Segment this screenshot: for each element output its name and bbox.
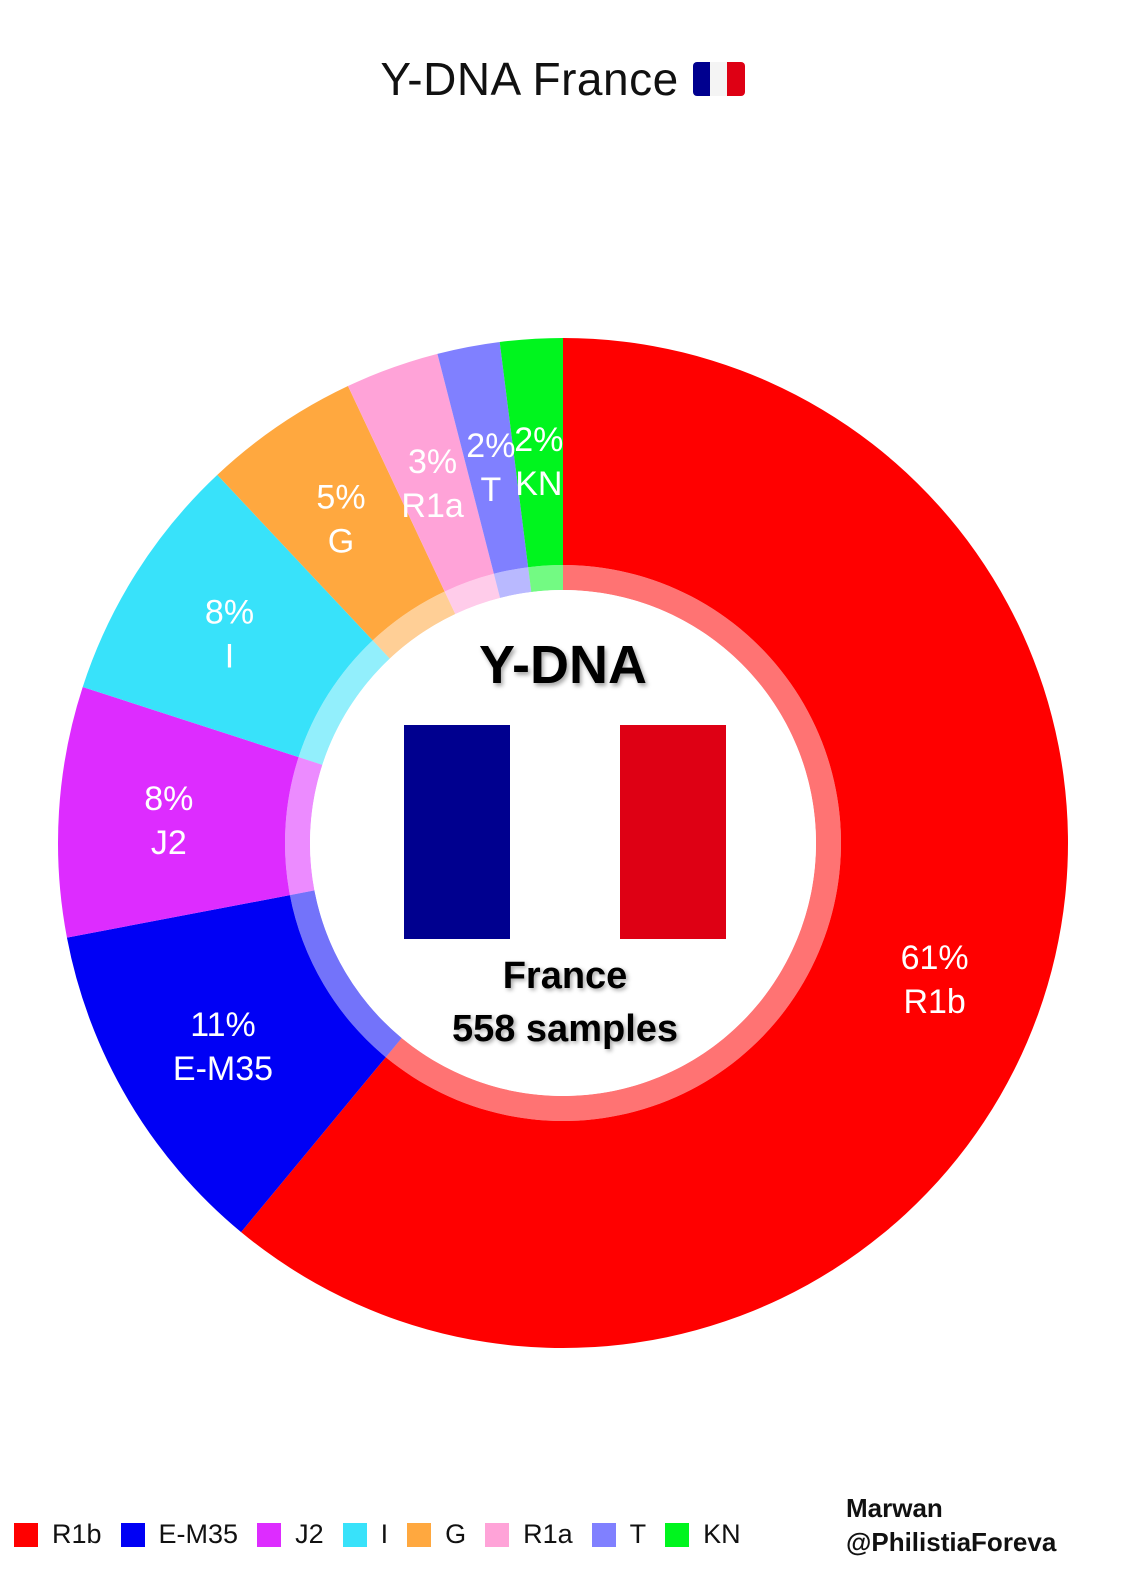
legend-item-j2: J2 — [257, 1519, 324, 1550]
slice-kn — [499, 338, 563, 568]
slice-label-e-m35: 11% E-M35 — [173, 1006, 273, 1088]
slice-category-i: I — [225, 637, 234, 675]
credit-name: Marwan — [846, 1493, 943, 1523]
legend-item-e-m35: E-M35 — [120, 1519, 239, 1550]
slice-label-j2: 8% J2 — [144, 780, 193, 862]
slice-t — [437, 341, 529, 574]
slice-e-m35 — [66, 895, 386, 1233]
legend-label-g: G — [445, 1519, 467, 1549]
slice-r1a — [347, 353, 494, 592]
legend-item-r1b: R1b — [14, 1519, 102, 1550]
center-country: France — [503, 955, 628, 997]
slice-category-g: G — [328, 522, 354, 560]
legend-swatch-e-m35 — [120, 1522, 145, 1547]
legend-swatch-kn — [665, 1522, 690, 1547]
legend-swatch-j2 — [257, 1522, 282, 1547]
slice-label-r1a: 3% R1a — [401, 443, 463, 525]
legend-item-kn: KN — [665, 1519, 741, 1550]
center-heading: Y-DNA — [479, 635, 647, 695]
legend-label-r1a: R1a — [523, 1519, 573, 1549]
slice-label-t: 2% T — [466, 427, 515, 509]
slice-value-r1a: 3% — [408, 443, 457, 481]
ring-j2 — [284, 757, 323, 896]
title-text: Y-DNA France — [380, 53, 679, 105]
slice-value-i: 8% — [205, 593, 254, 631]
slice-label-g: 5% G — [316, 478, 365, 560]
legend-label-r1b: R1b — [52, 1519, 102, 1549]
slice-r1b — [241, 338, 1069, 1348]
page-title: Y-DNA France — [0, 52, 1125, 106]
center-flag-blue-band — [404, 725, 510, 939]
slice-category-r1b: R1b — [903, 983, 965, 1021]
legend-label-e-m35: E-M35 — [158, 1519, 239, 1549]
slice-label-r1b: 61% R1b — [901, 939, 969, 1021]
credit-handle: @PhilistiaForeva — [846, 1527, 1057, 1557]
slice-value-r1b: 61% — [901, 939, 969, 977]
credit: Marwan @PhilistiaForeva — [846, 1491, 1056, 1559]
slice-label-i: 8% I — [205, 593, 254, 675]
france-flag-icon — [692, 61, 745, 96]
inner-ring — [284, 565, 842, 1121]
center-flag-red-band — [620, 725, 726, 939]
slice-category-e-m35: E-M35 — [173, 1050, 273, 1088]
legend-label-i: I — [380, 1519, 389, 1549]
center-flag-white-band — [510, 725, 620, 939]
legend-label-kn: KN — [703, 1519, 741, 1549]
legend-swatch-r1a — [485, 1522, 510, 1547]
slice-category-t: T — [480, 471, 501, 509]
slice-label-kn: 2% KN — [514, 421, 563, 503]
ring-i — [298, 640, 390, 765]
slice-j2 — [58, 686, 299, 938]
slice-value-kn: 2% — [514, 421, 563, 459]
slice-g — [217, 386, 445, 641]
ring-g — [372, 591, 456, 659]
legend-item-t: T — [591, 1519, 647, 1550]
slice-category-kn: KN — [515, 465, 562, 503]
ring-kn — [528, 565, 563, 592]
slice-value-j2: 8% — [144, 780, 193, 818]
legend-swatch-i — [342, 1522, 367, 1547]
legend-swatch-g — [407, 1522, 432, 1547]
center-samples: 558 samples — [452, 1008, 678, 1050]
legend: R1b E-M35 J2 I G R1a T KN — [14, 1519, 760, 1550]
legend-item-r1a: R1a — [485, 1519, 573, 1550]
legend-swatch-r1b — [14, 1522, 38, 1547]
legend-swatch-t — [591, 1522, 616, 1547]
chart-slices — [58, 338, 1069, 1348]
legend-label-t: T — [629, 1519, 647, 1549]
slice-category-j2: J2 — [151, 824, 187, 862]
legend-item-g: G — [407, 1519, 466, 1550]
ring-t — [493, 567, 532, 598]
legend-item-i: I — [342, 1519, 389, 1550]
slice-value-g: 5% — [316, 478, 365, 516]
ring-r1b — [385, 565, 842, 1121]
legend-label-j2: J2 — [295, 1519, 324, 1549]
slice-i — [82, 474, 373, 758]
slice-value-t: 2% — [466, 427, 515, 465]
ring-e-m35 — [289, 890, 402, 1058]
ring-r1a — [444, 573, 501, 615]
slice-category-r1a: R1a — [401, 487, 463, 525]
slice-value-e-m35: 11% — [190, 1006, 256, 1044]
center-flag — [404, 725, 726, 939]
